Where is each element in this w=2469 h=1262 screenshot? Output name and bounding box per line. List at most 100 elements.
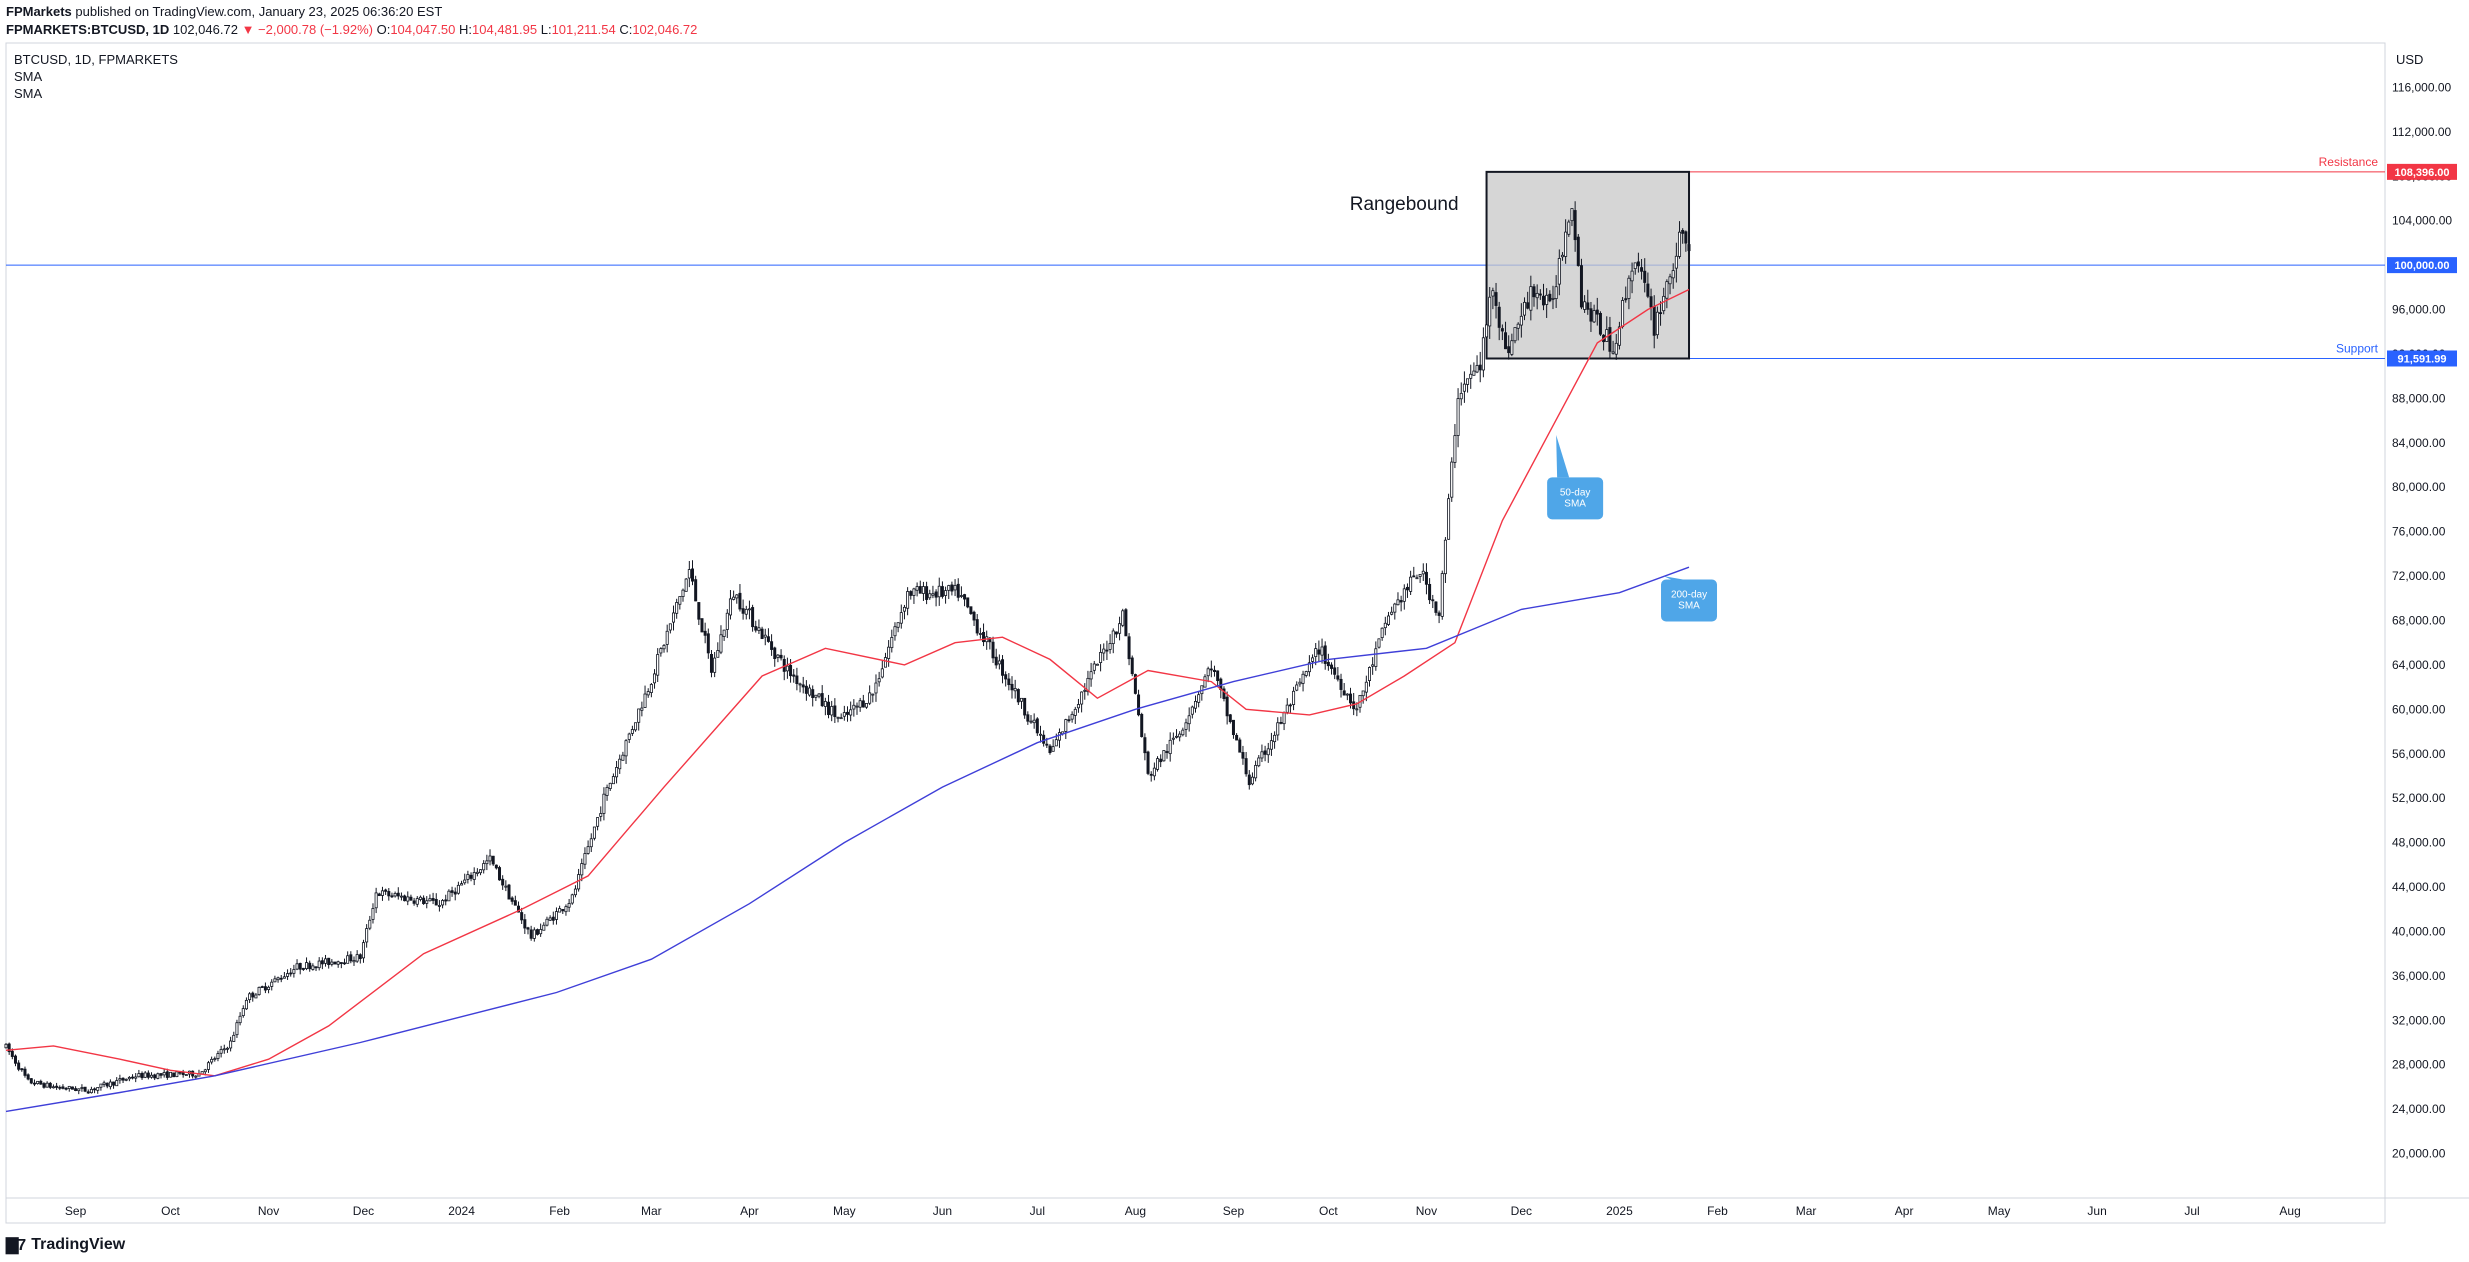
level-name-label: Support <box>2336 341 2379 355</box>
candle-body <box>1054 739 1058 747</box>
candle-body <box>621 754 625 761</box>
candle-body <box>1143 737 1147 754</box>
candle-body <box>241 1008 245 1016</box>
candle-body <box>1466 378 1470 385</box>
candle-body <box>365 928 369 943</box>
candle-body <box>1469 373 1473 379</box>
price-axis[interactable]: 116,000.00112,000.00108,000.00104,000.00… <box>2392 80 2452 1160</box>
candle-body <box>314 966 318 969</box>
candle-body <box>51 1086 55 1089</box>
candle-body <box>286 973 290 977</box>
candle-body <box>70 1086 74 1090</box>
price-tick-label: 56,000.00 <box>2392 747 2446 761</box>
candle-body <box>1592 310 1596 323</box>
candle-body <box>855 705 859 708</box>
time-axis[interactable]: Sep Oct Nov Dec 2024 Feb Mar Apr May Jun Jul Aug Sep… <box>65 1204 2301 1218</box>
time-tick-label: Apr <box>740 1204 759 1218</box>
candle-body <box>1035 718 1039 734</box>
candle-body <box>858 700 862 708</box>
candle-body <box>744 608 748 615</box>
candle-body <box>39 1080 43 1085</box>
tradingview-logo-icon[interactable]: ▇7 <box>6 1237 26 1254</box>
symbol-label[interactable]: FPMARKETS:BTCUSD, 1D <box>6 22 170 37</box>
candle-body <box>1485 324 1489 338</box>
candle-body <box>1361 690 1365 697</box>
candle-body <box>422 897 426 905</box>
candle-body <box>516 905 520 913</box>
legend-sma-1[interactable]: SMA <box>14 69 43 84</box>
candle-body <box>811 689 815 698</box>
candle-body <box>997 660 1001 665</box>
candle-body <box>833 705 837 718</box>
candle-body <box>1298 681 1302 685</box>
candle-body <box>1364 681 1368 693</box>
candle-body <box>29 1078 33 1084</box>
candle-body <box>1643 270 1647 283</box>
callout-text: SMA <box>1678 601 1700 612</box>
time-tick-label: Feb <box>549 1204 570 1218</box>
candle-body <box>1235 734 1239 741</box>
price-tick-label: 88,000.00 <box>2392 391 2446 405</box>
candle-body <box>1257 757 1261 767</box>
candle-body <box>165 1071 169 1078</box>
brand-name[interactable]: TradingView <box>31 1236 126 1253</box>
candle-body <box>798 683 802 686</box>
candle-body <box>1247 774 1251 786</box>
candle-body <box>1146 751 1150 774</box>
candle-body <box>453 891 457 895</box>
callout-box <box>1661 579 1718 622</box>
callout-pointer <box>1556 435 1570 478</box>
publisher-name[interactable]: FPMarkets <box>6 4 72 19</box>
candle-body <box>554 911 558 920</box>
candle-body <box>751 607 755 628</box>
candle-body <box>1266 748 1270 756</box>
level-name-label: Resistance <box>2319 155 2379 169</box>
candle-body <box>93 1088 97 1091</box>
candle-body <box>662 645 666 650</box>
candle-body <box>137 1073 141 1078</box>
candle-body <box>1292 690 1296 705</box>
candle-body <box>1662 295 1666 312</box>
time-tick-label: Aug <box>1125 1204 1146 1218</box>
candle-body <box>1073 708 1077 716</box>
chart-header: FPMarkets published on TradingView.com, … <box>0 0 2469 40</box>
candle-body <box>779 654 783 659</box>
candle-body <box>475 871 479 874</box>
candle-body <box>1538 293 1542 296</box>
candle-body <box>722 629 726 637</box>
candle-body <box>425 900 429 904</box>
candle-body <box>849 709 853 716</box>
candle-body <box>308 962 312 970</box>
time-tick-label: May <box>1988 1204 2011 1218</box>
candle-body <box>1595 309 1599 315</box>
candle-body <box>1390 611 1394 615</box>
time-tick-label: 2025 <box>1606 1204 1633 1218</box>
candle-body <box>1608 327 1612 352</box>
candle-body <box>301 967 305 970</box>
candle-body <box>377 893 381 897</box>
candle-body <box>1434 601 1438 613</box>
candle-body <box>1617 326 1621 346</box>
legend-sma-2[interactable]: SMA <box>14 86 43 101</box>
legend-title[interactable]: BTCUSD, 1D, FPMARKETS <box>14 52 178 67</box>
candle-body <box>928 593 932 599</box>
candle-body <box>880 668 884 678</box>
candle-body <box>1380 627 1384 639</box>
candle-body <box>282 976 286 979</box>
candle-body <box>206 1062 210 1070</box>
candle-body <box>112 1081 116 1086</box>
candle-body <box>1051 746 1055 752</box>
sma-200-line <box>5 566 1690 1113</box>
candle-body <box>317 960 321 969</box>
candle-body <box>1320 646 1324 656</box>
price-tick-label: 64,000.00 <box>2392 658 2446 672</box>
candle-body <box>1209 668 1213 671</box>
candle-body <box>883 657 887 668</box>
candle-body <box>330 961 334 965</box>
candle-body <box>1228 714 1232 723</box>
price-tick-label: 116,000.00 <box>2392 80 2451 94</box>
candle-body <box>675 602 679 614</box>
candle-body <box>1225 696 1229 717</box>
candle-body <box>1428 583 1432 601</box>
